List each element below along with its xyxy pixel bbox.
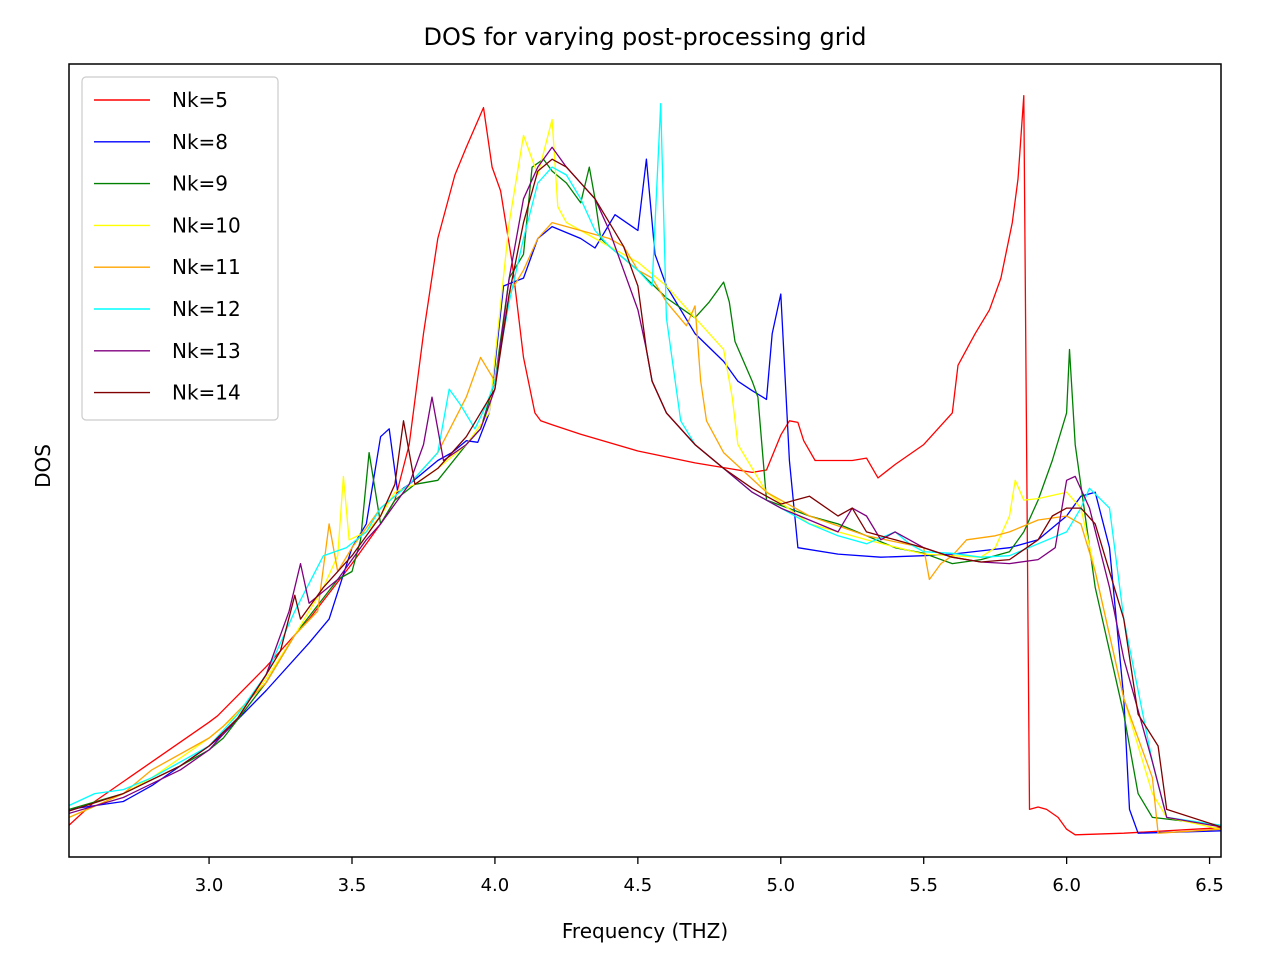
legend-label: Nk=9 <box>172 172 228 196</box>
series-layer <box>69 95 1221 836</box>
x-axis-label: Frequency (THZ) <box>562 919 728 943</box>
plot-frame <box>68 63 1222 858</box>
x-tick-label: 4.0 <box>481 875 510 896</box>
x-tick-label: 3.5 <box>338 875 367 896</box>
chart-title: DOS for varying post-processing grid <box>423 23 866 51</box>
legend-label: Nk=13 <box>172 339 241 363</box>
x-tick-label: 6.0 <box>1052 875 1081 896</box>
legend-label: Nk=10 <box>172 213 241 237</box>
x-tick-label: 3.0 <box>195 875 224 896</box>
legend-label: Nk=12 <box>172 297 241 321</box>
legend-frame <box>81 76 279 421</box>
y-axis-label: DOS <box>31 444 55 488</box>
legend-label: Nk=11 <box>172 255 241 279</box>
legend-label: Nk=8 <box>172 130 228 154</box>
series-line-nk-14 <box>69 158 1221 828</box>
x-tick-label: 5.0 <box>766 875 795 896</box>
legend-label: Nk=5 <box>172 88 228 112</box>
series-line-nk-12 <box>69 103 1221 826</box>
x-tick-label: 5.5 <box>909 875 938 896</box>
series-line-nk-11 <box>69 221 1221 834</box>
series-line-nk-13 <box>69 146 1221 828</box>
legend-label: Nk=14 <box>172 381 241 405</box>
x-tick-label: 4.5 <box>624 875 653 896</box>
series-line-nk-8 <box>69 158 1221 834</box>
legend: Nk=5 Nk=8 Nk=9 Nk=10 Nk=11 Nk=12 Nk=13 Nk=14 <box>81 76 279 421</box>
x-tick-label: 6.5 <box>1195 875 1224 896</box>
x-axis: 3.0 3.5 4.0 4.5 5.0 5.5 6.0 6.5 <box>195 857 1224 896</box>
